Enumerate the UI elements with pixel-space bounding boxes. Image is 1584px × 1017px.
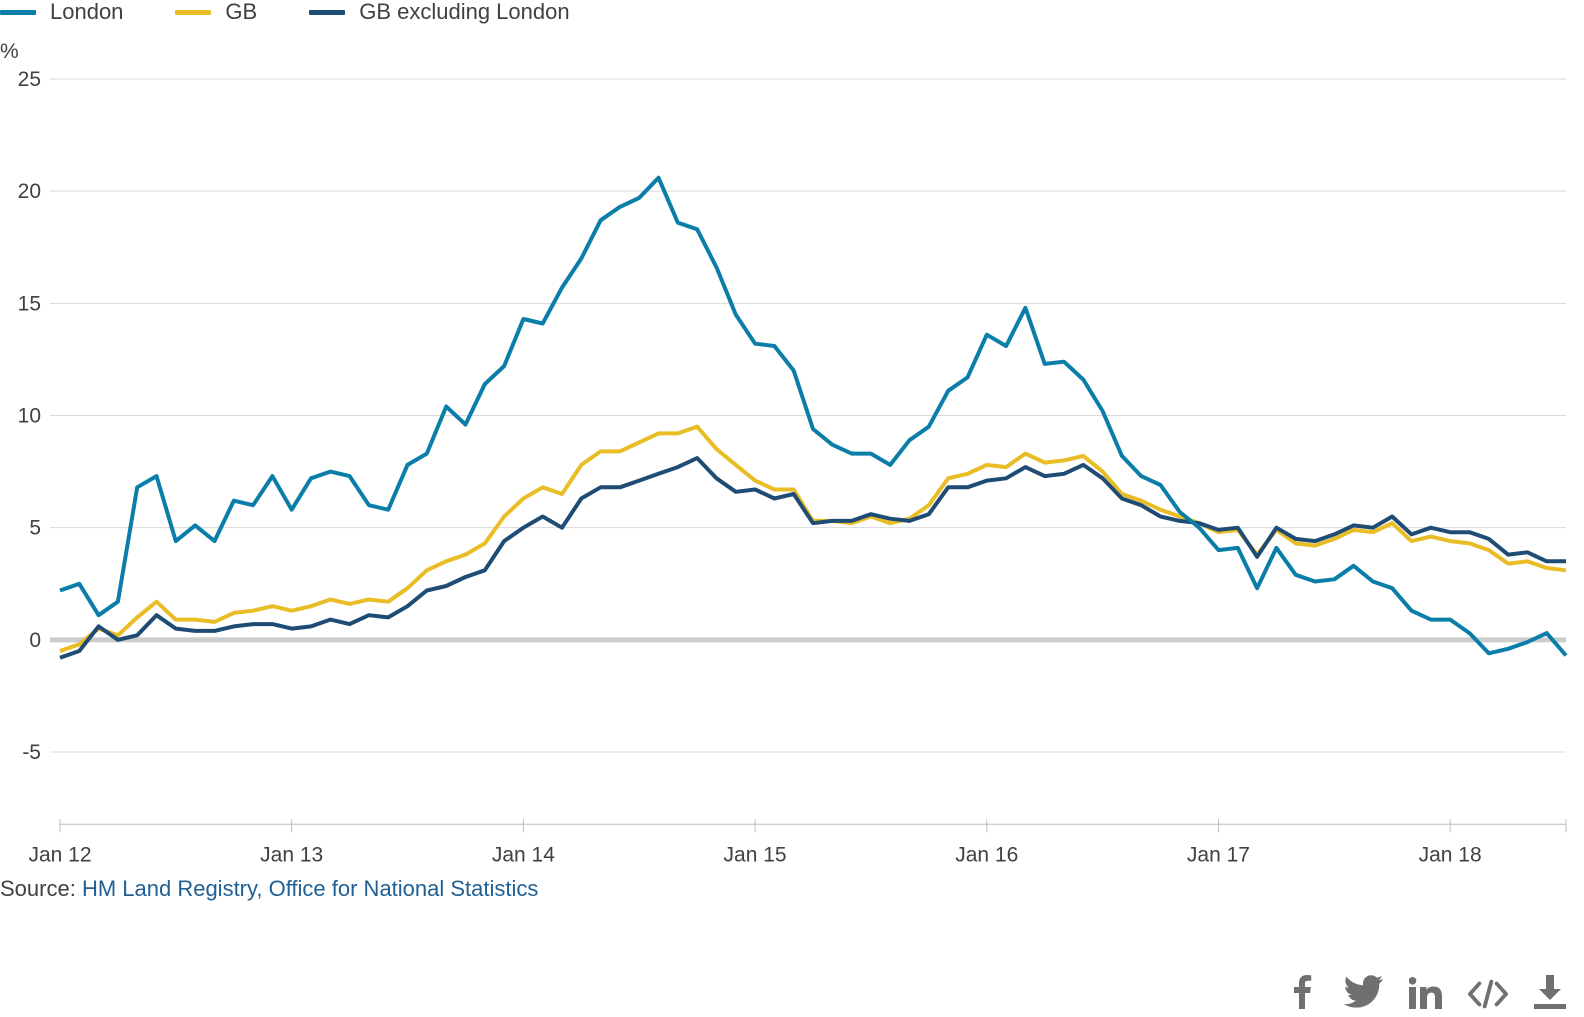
legend-item-gb-excluding-london[interactable]: GB excluding London [309, 0, 570, 25]
y-tick-label: 10 [18, 405, 41, 428]
line-chart: 25 20 15 10 5 0 -5 Jan 12 Jan 13 Jan 14 Jan 15 Jan … [0, 40, 1568, 866]
x-tick-label: Jan 13 [260, 843, 323, 866]
twitter-icon [1344, 975, 1383, 1008]
legend-swatch-gb-excluding-london [309, 9, 346, 15]
y-tick-label: 0 [29, 629, 41, 652]
y-tick-label: 5 [29, 517, 41, 540]
legend-item-london[interactable]: London [0, 0, 123, 25]
y-tick-label: -5 [22, 741, 41, 764]
source-prefix: Source: [0, 876, 82, 901]
source-note: Source: HM Land Registry, Office for Nat… [0, 876, 538, 902]
series-line-gb[interactable] [59, 424, 1567, 653]
y-axis-unit-label: % [0, 40, 19, 63]
x-tick-label: Jan 18 [1419, 843, 1482, 866]
y-tick-label: 20 [18, 180, 41, 203]
series-line-gb-excluding-london[interactable] [59, 456, 1566, 660]
x-tick-label: Jan 12 [28, 843, 91, 866]
x-tick-label: Jan 15 [724, 843, 787, 866]
chart-legend: London GB GB excluding London [0, 0, 622, 24]
download-button[interactable] [1530, 965, 1570, 1009]
share-toolbar [1260, 965, 1570, 1009]
embed-code-button[interactable] [1468, 965, 1508, 1009]
x-tick-label: Jan 17 [1187, 843, 1250, 866]
y-tick-label: 15 [18, 292, 41, 315]
legend-item-gb[interactable]: GB [175, 0, 257, 25]
x-tick-label: Jan 16 [955, 843, 1018, 866]
legend-label-london: London [50, 0, 124, 24]
series-line-london[interactable] [59, 175, 1568, 657]
y-tick-label: 25 [18, 68, 41, 91]
source-link[interactable]: HM Land Registry, Office for National St… [81, 876, 539, 901]
share-twitter-button[interactable] [1344, 965, 1384, 1009]
facebook-icon [1294, 975, 1312, 1009]
series-lines [59, 175, 1568, 660]
legend-swatch-gb [175, 9, 212, 15]
legend-label-gb: GB [225, 0, 258, 24]
share-linkedin-button[interactable] [1406, 965, 1446, 1009]
share-facebook-button[interactable] [1282, 965, 1322, 1009]
legend-label-gb-excluding-london: GB excluding London [359, 0, 570, 24]
embed-icon [1468, 979, 1508, 1009]
x-tick-label: Jan 14 [492, 843, 555, 866]
download-icon [1534, 975, 1566, 1009]
axes: 25 20 15 10 5 0 -5 Jan 12 Jan 13 Jan 14 Jan 15 Jan … [18, 68, 1567, 866]
legend-swatch-london [0, 9, 36, 15]
linkedin-icon [1409, 977, 1442, 1009]
